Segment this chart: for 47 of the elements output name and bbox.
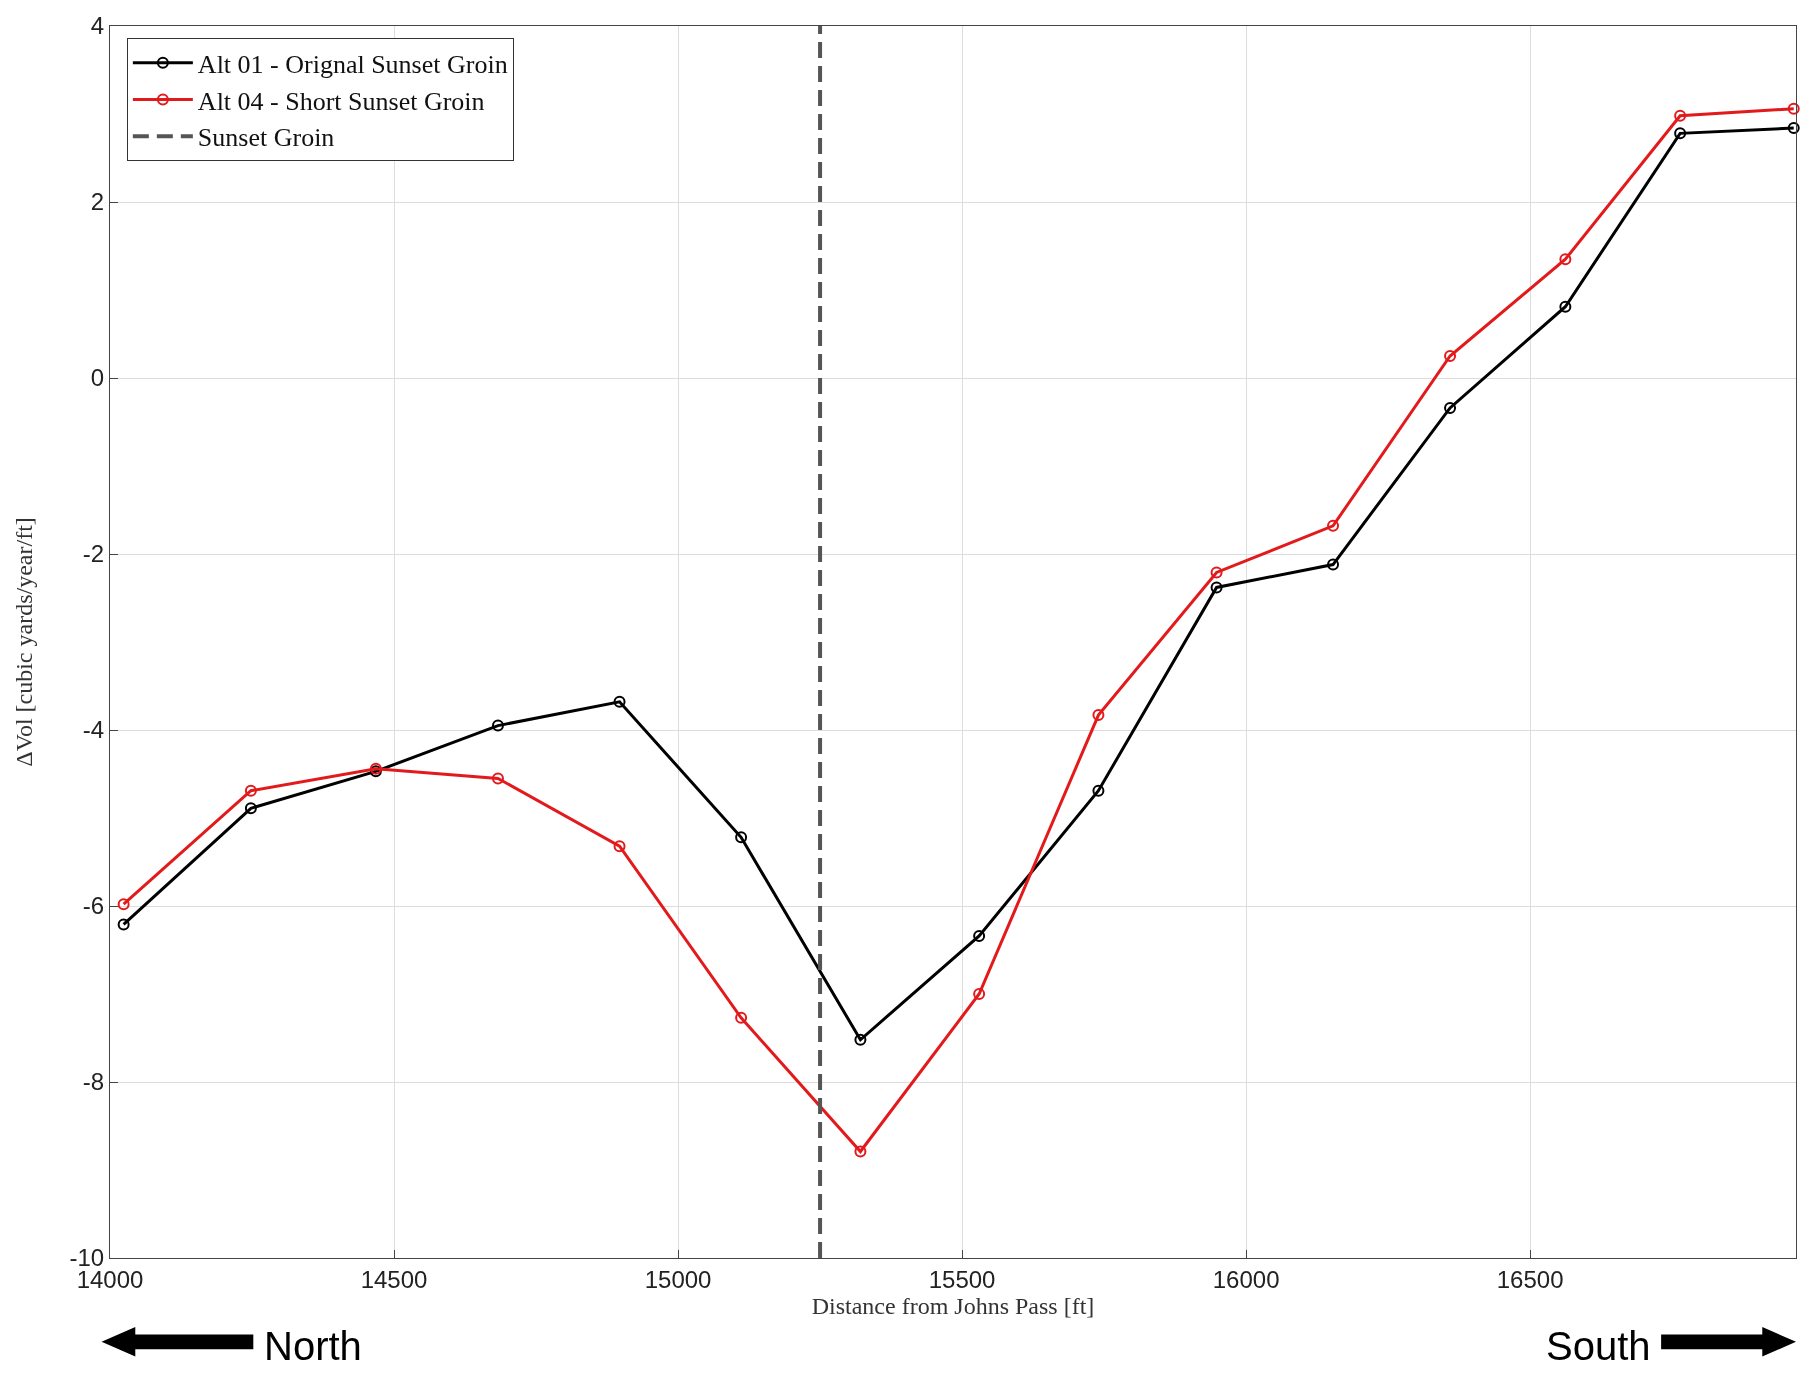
text: North bbox=[264, 1324, 362, 1368]
y-tick-label: -2 bbox=[82, 540, 105, 568]
point bbox=[973, 929, 986, 942]
point bbox=[491, 772, 504, 785]
point bbox=[854, 1145, 867, 1158]
point bbox=[117, 918, 130, 931]
point bbox=[1092, 709, 1105, 722]
legend-label: Alt 04 - Short Sunset Groin bbox=[197, 86, 485, 116]
point bbox=[1210, 566, 1223, 579]
y-tick-label: -4 bbox=[82, 716, 105, 744]
point bbox=[735, 831, 748, 844]
y-tick-label: -8 bbox=[82, 1068, 105, 1096]
x-tick-label: 16000 bbox=[1212, 1265, 1280, 1293]
x-tick-label: 15500 bbox=[928, 1265, 996, 1293]
point bbox=[244, 784, 257, 797]
point bbox=[613, 840, 626, 853]
point bbox=[1327, 519, 1340, 532]
y-tick-label: -6 bbox=[82, 892, 105, 920]
x-tick-label: 14500 bbox=[360, 1265, 428, 1293]
text: South bbox=[1546, 1324, 1651, 1368]
point bbox=[1444, 350, 1457, 362]
point bbox=[1674, 109, 1687, 122]
point bbox=[491, 719, 504, 732]
x-tick-label: 16500 bbox=[1496, 1265, 1564, 1293]
point bbox=[1787, 122, 1800, 135]
point bbox=[735, 1011, 748, 1024]
point bbox=[1210, 581, 1223, 594]
point bbox=[1787, 102, 1800, 115]
point bbox=[1559, 253, 1572, 266]
point bbox=[1674, 127, 1687, 140]
legend-label: Sunset Groin bbox=[197, 123, 335, 153]
x-tick-label: 15000 bbox=[644, 1265, 712, 1293]
point bbox=[613, 695, 626, 708]
point bbox=[1444, 401, 1457, 414]
point bbox=[973, 988, 986, 1000]
point bbox=[854, 1033, 867, 1046]
y-tick-label: 4 bbox=[90, 12, 105, 40]
point bbox=[1327, 558, 1340, 571]
point bbox=[1559, 300, 1572, 313]
y-axis-title: ΔVol [cubic yards/year/ft] bbox=[10, 517, 37, 767]
legend-label: Alt 01 - Orignal Sunset Groin bbox=[197, 49, 508, 79]
point bbox=[117, 898, 130, 911]
y-tick-label: 2 bbox=[90, 188, 105, 216]
point bbox=[1092, 784, 1105, 797]
x-axis-title: Distance from Johns Pass [ft] bbox=[811, 1292, 1095, 1319]
point bbox=[244, 802, 257, 815]
y-tick-label: 0 bbox=[90, 364, 105, 392]
